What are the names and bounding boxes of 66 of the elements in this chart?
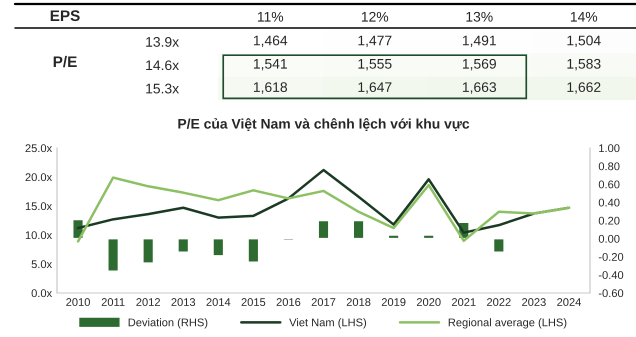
data-label: 1,583 [567,58,601,70]
x-tick-label: 12% [362,12,388,22]
x-tick-label: 2017 [312,298,336,306]
bar [107,238,120,272]
y-tick-label: 0.0x [32,289,52,298]
y-axis-title: P/E [54,56,77,68]
data-label: 1,662 [567,82,600,94]
y2-tick-label: 0.40 [598,198,620,207]
data-label: 1,555 [358,59,392,70]
x-tick-label: 2021 [452,298,476,306]
x-tick-label: 2012 [136,298,160,306]
bar [212,238,224,257]
data-label: 1,618 [254,82,288,94]
data-label: 1,464 [254,36,288,48]
y2-tick-label: 0.80 [598,162,620,170]
data-label: 1,491 [462,36,496,48]
legend-label: Viet Nam (LHS) [289,318,366,329]
data-label: 1,541 [254,59,287,70]
x-tick-label: 2016 [276,298,300,306]
x-tick-label: 2023 [522,298,546,306]
x-tick-label: 2014 [206,298,230,306]
x-tick-label: 2024 [557,298,581,306]
x-axis-title: EPS [50,10,80,22]
x-tick-label: 2018 [346,298,370,306]
bar [388,234,400,240]
y-tick-label: 15.3x [146,84,179,94]
chart-title: P/E của Việt Nam và chênh lệch với khu vực [178,118,470,132]
x-tick-label: 13% [466,12,493,22]
x-tick-label: 2015 [242,298,266,306]
bar [142,238,154,264]
y-tick-label: 10.0x [26,231,52,240]
x-tick-label: 2022 [487,298,511,306]
y-tick-label: 5.0x [32,260,52,268]
data-label: 1,647 [358,82,392,94]
x-tick-label: 14% [570,12,598,22]
bar [247,238,260,263]
bar [492,238,505,253]
y-tick-label: 20.0x [26,173,52,182]
y-tick-label: 14.6x [146,60,179,70]
y2-tick-label: 0.60 [598,180,620,188]
x-tick-label: 11% [258,12,284,22]
bar [318,220,330,240]
y2-tick-label: -0.40 [598,271,624,280]
data-label: 1,663 [462,82,496,94]
data-label: 1,504 [567,36,601,48]
y2-tick-label: 1.00 [599,144,620,152]
bar [422,234,435,240]
data-label: 1,569 [462,58,496,70]
y2-tick-label: -0.20 [598,253,624,261]
line-series [76,176,570,243]
x-tick-label: 2020 [416,298,441,306]
y-tick-label: 15.0x [26,202,52,210]
bar [177,238,190,253]
legend-label: Regional average (LHS) [448,318,566,329]
x-tick-label: 2010 [66,298,90,306]
data-label: 1,477 [358,36,392,48]
y2-tick-label: 0.00 [598,234,620,243]
y2-tick-label: -0.60 [598,289,624,298]
y2-tick-label: 0.20 [598,216,620,225]
bar [352,220,365,240]
y-tick-label: 25.0x [26,144,52,152]
x-tick-label: 2019 [382,298,406,306]
x-tick-label: 2013 [171,298,196,306]
legend-label: Deviation (RHS) [128,318,208,329]
x-tick-label: 2011 [102,298,125,306]
y-tick-label: 13.9x [146,37,179,47]
